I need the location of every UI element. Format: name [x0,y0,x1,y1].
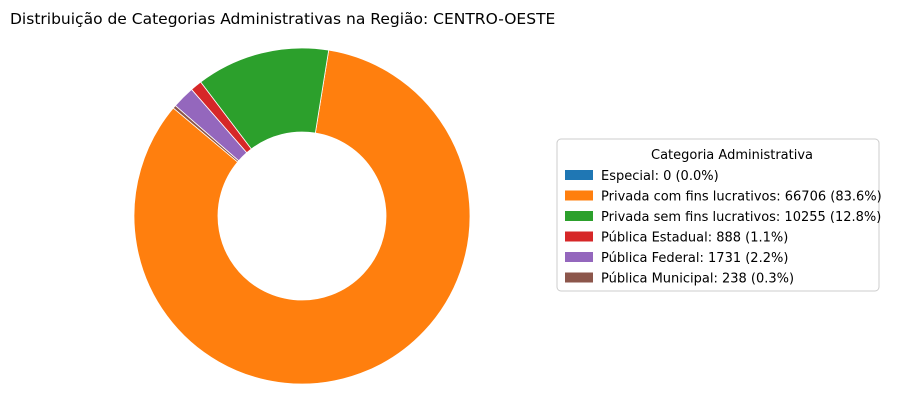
legend-label: Privada com fins lucrativos: 66706 (83.6… [601,190,882,205]
legend-label: Pública Estadual: 888 (1.1%) [601,231,788,246]
legend-label: Especial: 0 (0.0%) [601,169,719,184]
pie-slices [133,47,471,385]
legend-swatch [565,272,593,283]
legend-swatch [565,190,593,201]
legend-title: Categoria Administrativa [651,148,813,163]
legend-label: Pública Municipal: 238 (0.3%) [601,272,794,287]
slice-pública-municipal [172,105,240,163]
legend-swatch [565,170,593,180]
legend-swatch [565,231,593,242]
chart-title: Distribuição de Categorias Administrativ… [10,10,555,28]
legend-label: Pública Federal: 1731 (2.2%) [601,251,788,266]
legend-swatch [565,252,593,262]
legend-frame [556,138,880,292]
legend-label: Privada sem fins lucrativos: 10255 (12.8… [601,210,881,225]
legend-swatch [565,211,593,221]
slice-privada-com-fins-lucrativos [133,49,471,385]
legend-items: Especial: 0 (0.0%) Privada com fins lucra… [565,169,882,287]
legend: Categoria Administrativa Especial: 0 (0.… [556,138,882,292]
